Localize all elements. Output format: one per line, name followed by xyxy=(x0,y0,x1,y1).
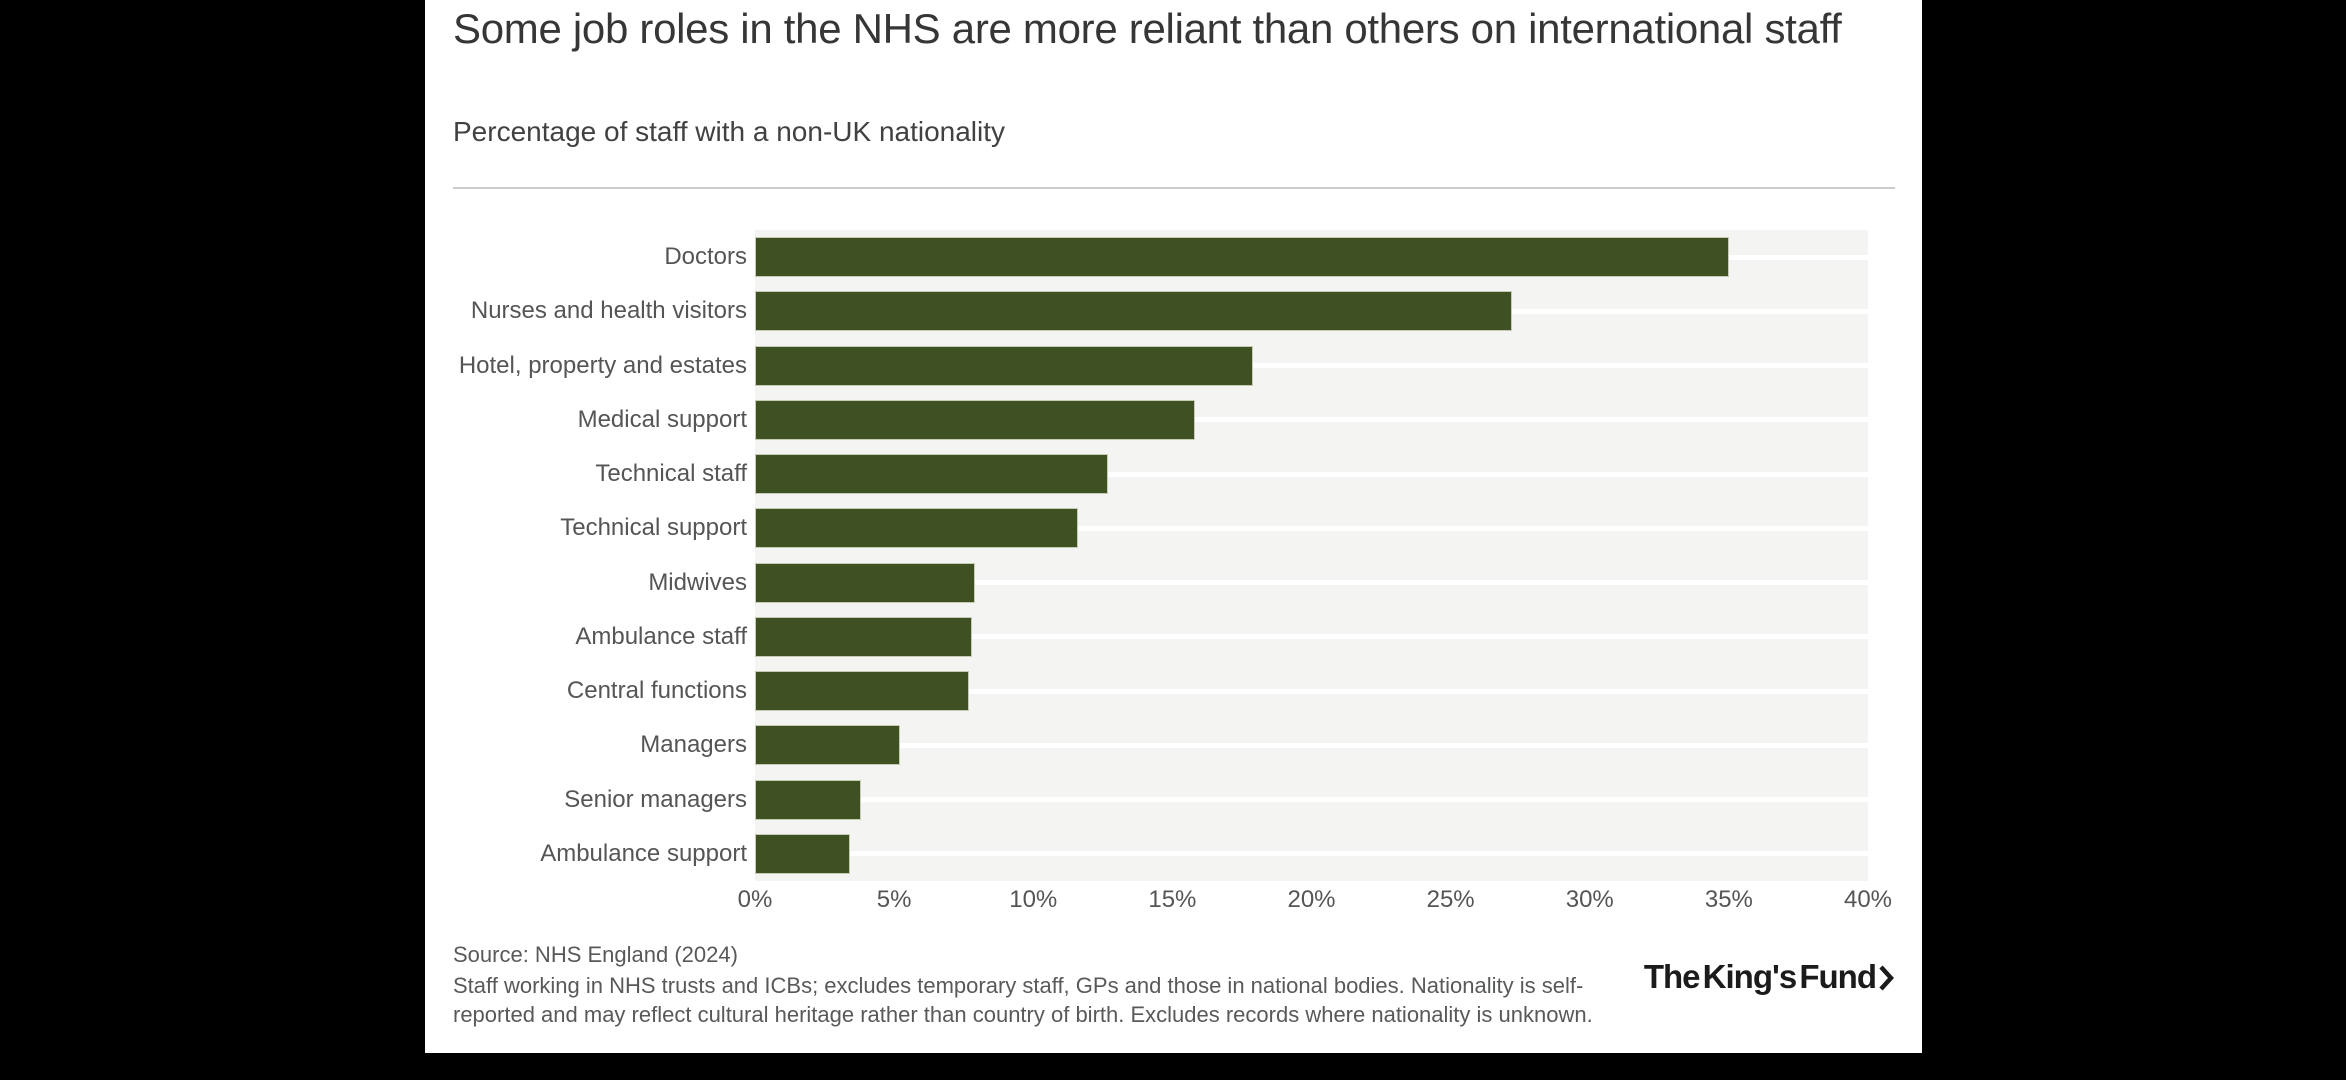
footnote-text: Staff working in NHS trusts and ICBs; ex… xyxy=(453,973,1593,1027)
category-label: Nurses and health visitors xyxy=(470,297,747,325)
x-axis: 0% 5% 10% 15% 20% 25% 30% 35% 40% xyxy=(738,886,1892,918)
row-gridline xyxy=(755,580,1868,586)
kings-fund-logo-text: The King's Fund xyxy=(1643,958,1877,995)
kings-fund-logo: The King's Fund xyxy=(1644,958,1894,996)
bar-central-functions xyxy=(755,671,970,712)
category-label: Senior managers xyxy=(564,785,747,813)
x-tick-label: 20% xyxy=(1287,886,1336,913)
row-gridline xyxy=(755,851,1868,857)
chart-subtitle: Percentage of staff with a non-UK nation… xyxy=(453,116,1006,147)
bar-nurses-and-health-visitors xyxy=(755,291,1512,332)
x-tick-label: 35% xyxy=(1704,886,1753,913)
row-gridline xyxy=(755,417,1868,423)
bar-hotel-property-and-estates xyxy=(755,345,1254,386)
bar-technical-staff xyxy=(755,454,1109,495)
source-text: Source: NHS England (2024) xyxy=(453,942,738,967)
chart-card: Some job roles in the NHS are more relia… xyxy=(425,0,1922,1053)
bar-technical-support xyxy=(755,508,1078,549)
chart-title: Some job roles in the NHS are more relia… xyxy=(453,5,1842,52)
x-tick-label: 10% xyxy=(1009,886,1058,913)
bar-senior-managers xyxy=(755,779,861,820)
bar-ambulance-staff xyxy=(755,616,973,657)
bar-midwives xyxy=(755,562,975,603)
row-gridline xyxy=(755,688,1868,694)
kings-fund-chevron-icon xyxy=(1879,965,1894,991)
row-gridline xyxy=(755,742,1868,748)
header-divider xyxy=(453,187,1895,189)
bar-managers xyxy=(755,725,900,766)
category-axis: Doctors Nurses and health visitors Hotel, … xyxy=(425,230,747,881)
bar-ambulance-support xyxy=(755,833,850,874)
x-tick-label: 15% xyxy=(1148,886,1197,913)
row-gridline xyxy=(755,525,1868,531)
x-tick-label: 40% xyxy=(1843,886,1893,913)
category-label: Ambulance support xyxy=(540,839,747,867)
x-tick-label: 0% xyxy=(737,886,773,913)
bar-medical-support xyxy=(755,399,1195,440)
category-label: Ambulance staff xyxy=(575,622,747,650)
category-label: Managers xyxy=(640,731,747,759)
x-tick-label: 5% xyxy=(876,886,912,913)
category-label: Technical staff xyxy=(595,460,747,488)
category-label: Central functions xyxy=(566,677,747,705)
bar-doctors xyxy=(755,237,1729,278)
category-label: Midwives xyxy=(648,568,747,596)
row-gridline xyxy=(755,634,1868,640)
x-tick-label: 25% xyxy=(1426,886,1475,913)
x-tick-label: 30% xyxy=(1565,886,1614,913)
row-gridline xyxy=(755,471,1868,477)
category-label: Technical support xyxy=(560,514,747,542)
plot-area xyxy=(755,230,1868,881)
category-label: Hotel, property and estates xyxy=(458,351,747,379)
category-label: Medical support xyxy=(577,405,747,433)
row-gridline xyxy=(755,797,1868,803)
row-gridline xyxy=(755,363,1868,369)
category-label: Doctors xyxy=(664,243,747,271)
